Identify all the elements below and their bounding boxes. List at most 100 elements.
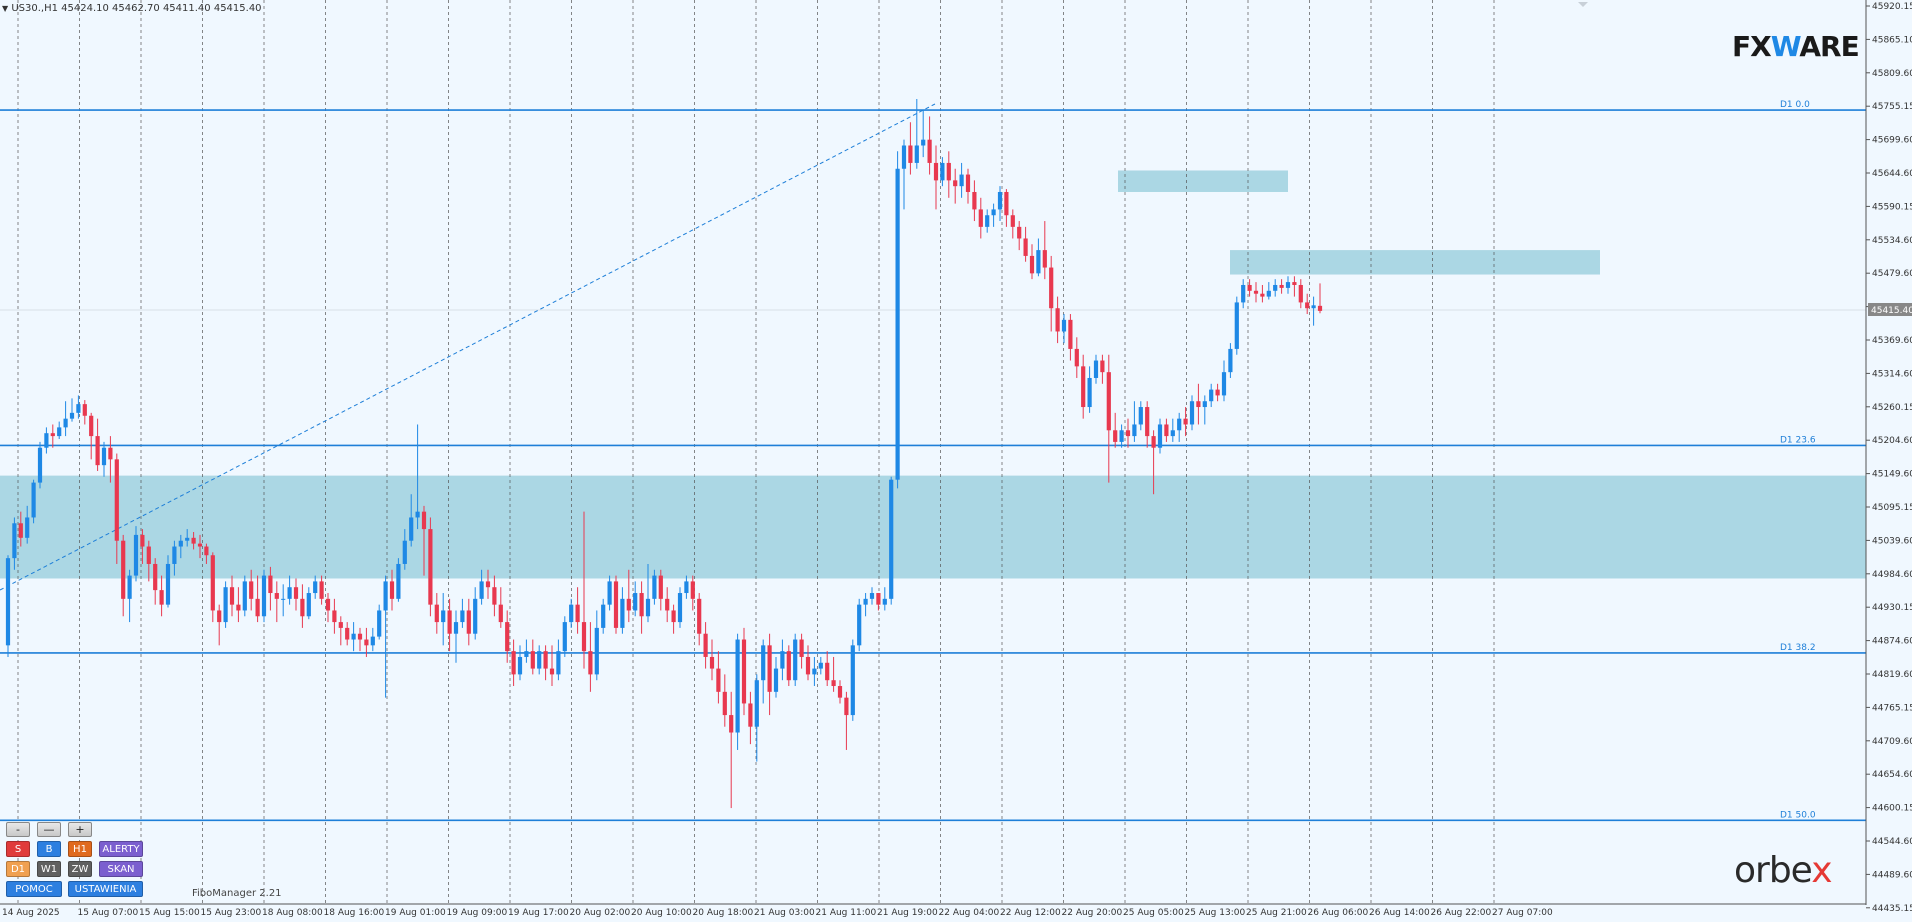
candle-body: [82, 404, 87, 416]
candle-body: [229, 587, 235, 605]
fibonacci-levels[interactable]: D1 0.0 D1 23.6 D1 38.2 D1 50.0: [0, 100, 1866, 822]
candle-body: [293, 587, 299, 599]
x-tick-label: 22 Aug 12:00: [1000, 908, 1061, 918]
candle-body: [306, 593, 311, 617]
buy-button[interactable]: B: [37, 841, 61, 857]
candle-body: [1164, 424, 1169, 437]
candle-body: [319, 581, 324, 599]
candle-body: [1061, 319, 1067, 332]
candle-body: [882, 598, 887, 605]
x-tick-label: 25 Aug 13:00: [1185, 908, 1246, 918]
candle-body: [569, 604, 574, 623]
candle-body: [108, 447, 113, 460]
y-tick-label: 44709.60: [1872, 737, 1912, 747]
candle-body: [703, 633, 708, 657]
w1-button[interactable]: W1: [37, 861, 61, 877]
candle-body: [953, 180, 958, 187]
candle-body: [665, 598, 670, 611]
alerts-button[interactable]: ALERTY: [99, 841, 143, 857]
y-tick-label: 45534.60: [1872, 236, 1912, 246]
zw-button[interactable]: ZW: [68, 861, 92, 877]
candle-body: [556, 651, 561, 675]
candle-body: [1055, 308, 1060, 332]
candle-body: [1093, 360, 1099, 378]
candle-body: [537, 651, 542, 669]
candle-body: [249, 581, 254, 599]
candle-body: [773, 668, 779, 692]
zone-rect: [1118, 170, 1288, 192]
triangle-down-icon[interactable]: ▼: [2, 4, 9, 13]
candle-body: [876, 593, 881, 605]
candle-body: [1017, 226, 1022, 239]
candle-body: [901, 145, 907, 169]
candle-body: [754, 680, 759, 727]
x-tick-label: 25 Aug 05:00: [1123, 908, 1184, 918]
candle-body: [325, 598, 331, 611]
candle-body: [1042, 250, 1047, 268]
candle-body: [434, 604, 439, 623]
candle-body: [1106, 372, 1111, 431]
candle-body: [991, 209, 996, 216]
y-tick-label: 45095.15: [1872, 503, 1912, 513]
candle-body: [946, 162, 951, 181]
candle-body: [185, 537, 190, 541]
candle-body: [543, 651, 548, 669]
candle-body: [1253, 290, 1259, 294]
candle-body: [709, 656, 715, 669]
candle-body: [1228, 348, 1233, 373]
time-axis[interactable]: 14 Aug 2025 15 Aug 07:00 15 Aug 15:00 15 Au…: [2, 908, 1553, 918]
candle-body: [1157, 424, 1163, 448]
candle-body: [165, 563, 171, 605]
candle-body: [594, 627, 599, 675]
h1-button[interactable]: H1: [68, 841, 92, 857]
y-tick-label: 45260.15: [1872, 403, 1912, 413]
candle-body: [1209, 389, 1214, 402]
x-tick-label: 21 Aug 03:00: [754, 908, 815, 918]
supply-demand-zones: [0, 170, 1866, 579]
candle-body: [1241, 284, 1246, 303]
candle-body: [121, 540, 126, 599]
fibo-trend-line[interactable]: [0, 103, 936, 591]
x-tick-label: 14 Aug 2025: [2, 908, 60, 918]
candle-body: [1151, 436, 1156, 448]
candle-body: [985, 215, 990, 227]
candle-body: [402, 540, 407, 564]
candle-body: [428, 529, 433, 605]
candle-body: [1183, 418, 1188, 425]
candle-body: [159, 590, 164, 605]
zoom-reset-button[interactable]: —: [37, 822, 61, 837]
candle-body: [114, 459, 119, 541]
candle-body: [1081, 366, 1086, 408]
candle-body: [255, 598, 260, 617]
candle-body: [1087, 377, 1092, 408]
zoom-in-button[interactable]: +: [68, 822, 92, 837]
x-tick-label: 19 Aug 01:00: [385, 908, 446, 918]
x-tick-label: 20 Aug 18:00: [693, 908, 754, 918]
current-price-label: 45415.40: [1871, 306, 1912, 316]
candle-body: [997, 191, 1003, 210]
y-tick-label: 45920.15: [1872, 2, 1912, 12]
candle-body: [197, 543, 203, 547]
candle-body: [377, 610, 382, 637]
candle-body: [153, 563, 158, 591]
d1-button[interactable]: D1: [6, 861, 30, 877]
candle-body: [63, 418, 68, 428]
candle-body: [421, 511, 427, 530]
candle-body: [729, 715, 734, 733]
candle-body: [1068, 319, 1073, 349]
candle-body: [95, 436, 100, 466]
scroll-marker-icon[interactable]: [1578, 2, 1588, 7]
scan-button[interactable]: SKAN: [99, 861, 143, 877]
candle-body: [863, 598, 868, 605]
price-axis[interactable]: 45920.15 45865.10 45809.60 45755.15 45699.60…: [1866, 2, 1912, 914]
zoom-out-button[interactable]: -: [6, 822, 30, 837]
candle-body: [684, 581, 689, 594]
candle-body: [1279, 284, 1284, 288]
candle-body: [927, 139, 932, 163]
settings-button[interactable]: USTAWIENIA: [68, 881, 143, 897]
candle-body: [204, 546, 209, 556]
candle-body: [1119, 430, 1124, 442]
sell-button[interactable]: S: [6, 841, 30, 857]
help-button[interactable]: POMOC: [6, 881, 62, 897]
